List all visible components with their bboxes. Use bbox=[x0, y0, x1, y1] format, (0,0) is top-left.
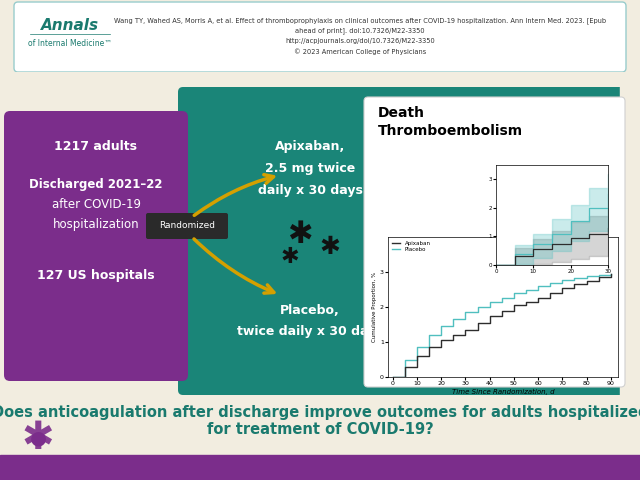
Y-axis label: Cumulative Proportion, %: Cumulative Proportion, % bbox=[372, 272, 377, 342]
FancyBboxPatch shape bbox=[14, 2, 626, 72]
Text: daily x 30 days: daily x 30 days bbox=[257, 184, 362, 197]
Bar bbox=[0, 455, 640, 480]
Text: Apixaban,: Apixaban, bbox=[275, 141, 345, 154]
Text: 2.5 mg twice: 2.5 mg twice bbox=[265, 163, 355, 176]
FancyBboxPatch shape bbox=[178, 87, 635, 395]
Legend: Apixaban, Placebo: Apixaban, Placebo bbox=[391, 240, 432, 253]
Text: for treatment of COVID-19?: for treatment of COVID-19? bbox=[207, 422, 433, 437]
FancyBboxPatch shape bbox=[364, 97, 625, 387]
Text: Death: Death bbox=[378, 106, 425, 120]
Text: 127 US hospitals: 127 US hospitals bbox=[37, 268, 155, 281]
FancyBboxPatch shape bbox=[4, 111, 188, 381]
Text: ✱: ✱ bbox=[22, 419, 54, 457]
Text: Thromboembolism: Thromboembolism bbox=[378, 124, 523, 138]
Text: Placebo,: Placebo, bbox=[280, 303, 340, 316]
Text: Annals: Annals bbox=[41, 19, 99, 34]
Text: hospitalization: hospitalization bbox=[52, 218, 140, 231]
Text: twice daily x 30 days: twice daily x 30 days bbox=[237, 325, 383, 338]
Text: ●: ● bbox=[29, 429, 47, 447]
Text: of Internal Medicine™: of Internal Medicine™ bbox=[28, 39, 112, 48]
Text: Discharged 2021–22: Discharged 2021–22 bbox=[29, 179, 163, 192]
Text: Does anticoagulation after discharge improve outcomes for adults hospitalized: Does anticoagulation after discharge imp… bbox=[0, 405, 640, 420]
Text: ✱: ✱ bbox=[319, 235, 340, 259]
Text: Randomized: Randomized bbox=[159, 221, 215, 230]
Text: 1217 adults: 1217 adults bbox=[54, 141, 138, 154]
Text: ✱: ✱ bbox=[281, 247, 300, 267]
Text: ✱: ✱ bbox=[287, 220, 313, 250]
Bar bbox=[620, 85, 640, 395]
X-axis label: Time Since Randomization, d: Time Since Randomization, d bbox=[452, 389, 554, 395]
FancyBboxPatch shape bbox=[146, 213, 228, 239]
Text: Wang TY, Wahed AS, Morris A, et al. Effect of thromboprophylaxis on clinical out: Wang TY, Wahed AS, Morris A, et al. Effe… bbox=[114, 17, 606, 55]
Text: after COVID-19: after COVID-19 bbox=[51, 199, 141, 212]
